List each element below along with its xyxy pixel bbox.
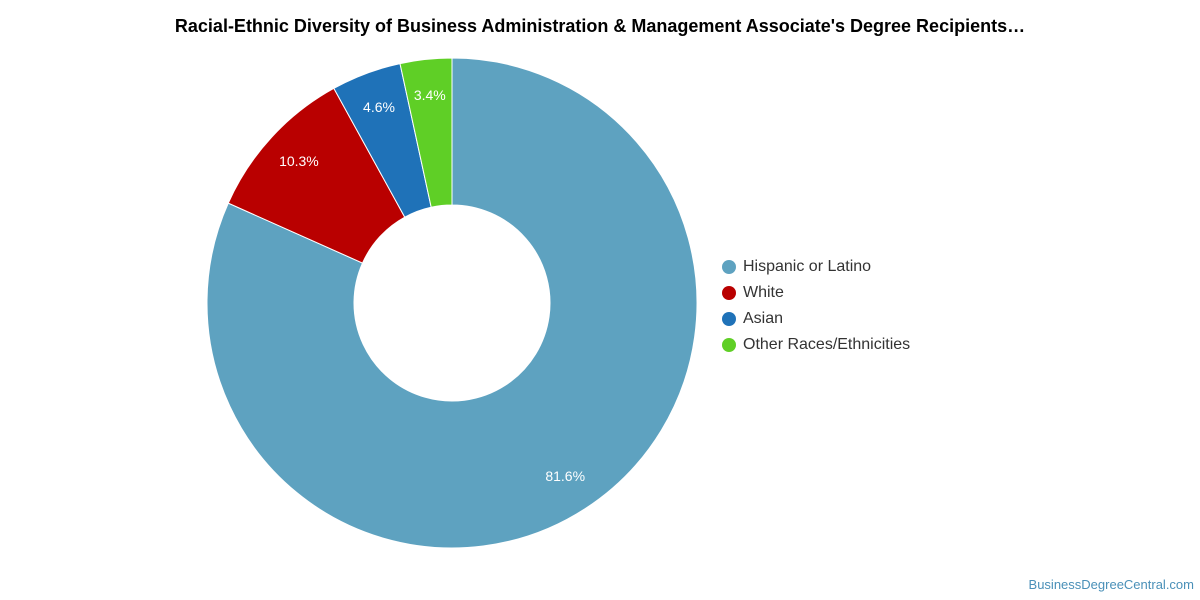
legend-item-asian[interactable]: Asian xyxy=(722,306,910,332)
legend-swatch-hispanic-or-latino xyxy=(722,260,736,274)
source-credit-link[interactable]: BusinessDegreeCentral.com xyxy=(1028,577,1194,592)
legend-item-white[interactable]: White xyxy=(722,280,910,306)
slice-other-races-ethnicities[interactable] xyxy=(399,57,453,208)
legend-label-hispanic-or-latino: Hispanic or Latino xyxy=(743,258,872,275)
slice-labels-group: 81.6% 10.3% 4.6% 3.4% xyxy=(279,87,585,484)
slice-label-hispanic-or-latino: 81.6% xyxy=(545,468,585,484)
slice-white[interactable] xyxy=(227,87,406,264)
slice-label-asian: 4.6% xyxy=(363,99,395,115)
legend-swatch-other-races-ethnicities xyxy=(722,338,736,352)
slice-label-other-races-ethnicities: 3.4% xyxy=(414,87,446,103)
legend: Hispanic or Latino White Asian Other Rac… xyxy=(722,254,910,358)
legend-swatch-white xyxy=(722,286,736,300)
slice-label-white: 10.3% xyxy=(279,153,319,169)
legend-swatch-asian xyxy=(722,312,736,326)
legend-label-other-races-ethnicities: Other Races/Ethnicities xyxy=(743,336,911,353)
legend-item-other-races-ethnicities[interactable]: Other Races/Ethnicities xyxy=(722,332,910,358)
slice-hispanic-or-latino[interactable] xyxy=(206,57,698,549)
legend-label-asian: Asian xyxy=(743,310,784,327)
legend-item-hispanic-or-latino[interactable]: Hispanic or Latino xyxy=(722,254,910,280)
chart-title: Racial-Ethnic Diversity of Business Admi… xyxy=(174,16,1026,36)
legend-label-white: White xyxy=(743,284,784,301)
slices-group xyxy=(206,57,698,549)
